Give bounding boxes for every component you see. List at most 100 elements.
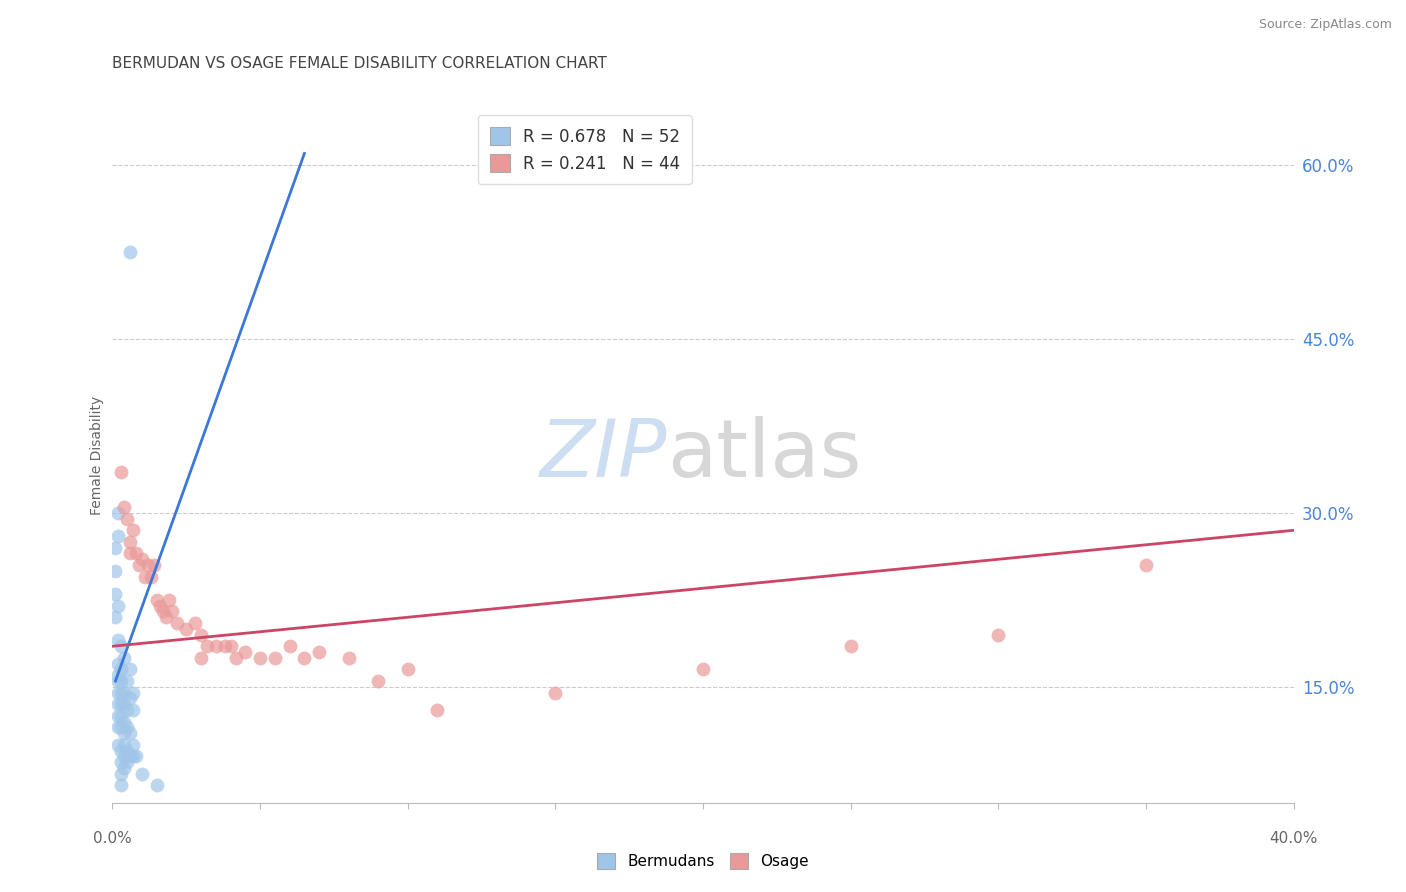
Point xyxy=(104,587,127,601)
Point xyxy=(107,685,129,699)
Point xyxy=(160,605,183,619)
Point xyxy=(157,592,180,607)
Point xyxy=(1135,558,1157,573)
Point xyxy=(117,674,138,689)
Point xyxy=(107,708,129,723)
Point xyxy=(117,721,138,735)
Point xyxy=(110,466,132,480)
Point xyxy=(149,599,172,613)
Point xyxy=(112,685,135,699)
Text: 0.0%: 0.0% xyxy=(93,831,132,846)
Point xyxy=(195,639,218,653)
Point xyxy=(136,558,159,573)
Point xyxy=(120,534,142,549)
Point xyxy=(122,685,145,699)
Point xyxy=(117,755,138,769)
Point xyxy=(110,685,132,699)
Point xyxy=(131,766,153,781)
Point xyxy=(107,668,129,682)
Point xyxy=(117,744,138,758)
Point xyxy=(112,714,135,729)
Point xyxy=(107,599,129,613)
Point xyxy=(117,703,138,717)
Text: Source: ZipAtlas.com: Source: ZipAtlas.com xyxy=(1258,18,1392,31)
Point xyxy=(122,749,145,764)
Point xyxy=(112,761,135,775)
Point xyxy=(112,726,135,740)
Point xyxy=(110,766,132,781)
Text: BERMUDAN VS OSAGE FEMALE DISABILITY CORRELATION CHART: BERMUDAN VS OSAGE FEMALE DISABILITY CORR… xyxy=(112,56,607,71)
Point xyxy=(120,546,142,561)
Legend: R = 0.678   N = 52, R = 0.241   N = 44: R = 0.678 N = 52, R = 0.241 N = 44 xyxy=(478,115,692,185)
Point xyxy=(174,622,197,636)
Point xyxy=(146,592,169,607)
Point xyxy=(120,244,142,259)
Point xyxy=(308,645,330,659)
Point xyxy=(134,570,156,584)
Point xyxy=(104,564,127,578)
Point xyxy=(112,698,135,712)
Point xyxy=(107,657,129,671)
Point xyxy=(120,749,142,764)
Point xyxy=(146,778,169,792)
Point xyxy=(104,610,127,624)
Point xyxy=(122,738,145,752)
Point xyxy=(142,558,165,573)
Point xyxy=(367,674,389,689)
Point xyxy=(107,721,129,735)
Point xyxy=(107,738,129,752)
Point xyxy=(152,605,174,619)
Point xyxy=(120,691,142,706)
Point xyxy=(110,662,132,676)
Point xyxy=(139,570,162,584)
Point xyxy=(120,726,142,740)
Point xyxy=(396,662,419,676)
Point xyxy=(166,615,188,630)
Point xyxy=(184,615,207,630)
Point xyxy=(110,744,132,758)
Point xyxy=(292,651,315,665)
Point xyxy=(155,610,177,624)
Y-axis label: Female Disability: Female Disability xyxy=(90,395,104,515)
Point xyxy=(692,662,714,676)
Point xyxy=(110,755,132,769)
Point xyxy=(125,749,148,764)
Point xyxy=(122,703,145,717)
Point xyxy=(104,541,127,555)
Point xyxy=(112,749,135,764)
Point xyxy=(120,662,142,676)
Legend: Bermudans, Osage: Bermudans, Osage xyxy=(591,847,815,875)
Text: 40.0%: 40.0% xyxy=(1270,831,1317,846)
Point xyxy=(107,506,129,520)
Text: atlas: atlas xyxy=(668,416,862,494)
Point xyxy=(233,645,256,659)
Point xyxy=(205,639,228,653)
Point xyxy=(839,639,862,653)
Point xyxy=(190,628,212,642)
Point xyxy=(112,500,135,514)
Point xyxy=(117,511,138,525)
Point xyxy=(110,639,132,653)
Point xyxy=(107,698,129,712)
Point xyxy=(107,633,129,648)
Point xyxy=(110,778,132,792)
Point xyxy=(110,674,132,689)
Point xyxy=(214,639,236,653)
Point xyxy=(219,639,242,653)
Point xyxy=(337,651,360,665)
Point xyxy=(122,523,145,537)
Point xyxy=(107,674,129,689)
Point xyxy=(249,651,271,665)
Point xyxy=(278,639,301,653)
Point xyxy=(112,738,135,752)
Point xyxy=(107,529,129,543)
Point xyxy=(131,552,153,566)
Point xyxy=(112,651,135,665)
Point xyxy=(110,708,132,723)
Point xyxy=(264,651,287,665)
Text: ZIP: ZIP xyxy=(540,416,668,494)
Point xyxy=(110,721,132,735)
Point xyxy=(225,651,247,665)
Point xyxy=(987,628,1010,642)
Point xyxy=(190,651,212,665)
